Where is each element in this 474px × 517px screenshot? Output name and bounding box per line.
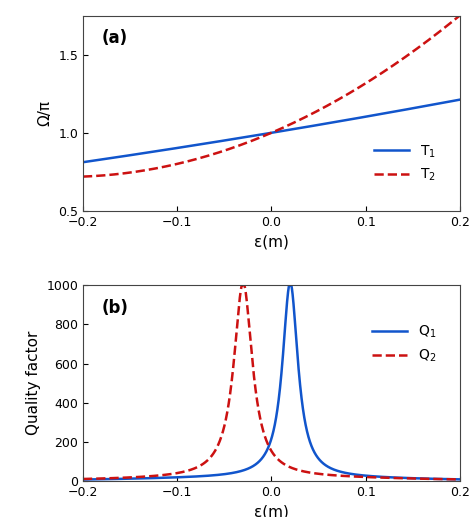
Y-axis label: Quality factor: Quality factor	[26, 331, 41, 435]
Q$_2$	[390, 475, 396, 481]
Text: (b): (b)	[102, 299, 128, 317]
T$_2$	[325, 102, 331, 109]
T$_2$	[457, 12, 463, 19]
Line: Q$_2$: Q$_2$	[83, 285, 460, 479]
Q$_1$	[457, 476, 463, 482]
T$_1$	[457, 97, 463, 103]
Q$_1$	[306, 436, 312, 442]
T$_1$	[390, 109, 396, 115]
T$_2$	[390, 63, 396, 69]
Q$_1$	[325, 464, 331, 470]
Q$_1$	[390, 474, 396, 480]
Q$_2$	[361, 474, 367, 480]
Q$_2$	[80, 476, 86, 482]
T$_2$	[306, 112, 312, 118]
Line: Q$_1$: Q$_1$	[83, 285, 460, 480]
T$_1$	[80, 159, 86, 165]
Q$_2$	[306, 469, 312, 476]
X-axis label: ε(m): ε(m)	[254, 504, 289, 517]
Legend: T$_1$, T$_2$: T$_1$, T$_2$	[369, 138, 441, 188]
Q$_1$	[361, 473, 367, 479]
T$_1$	[224, 137, 230, 143]
T$_1$	[148, 149, 154, 155]
T$_1$	[361, 114, 367, 120]
T$_2$	[148, 166, 154, 172]
Q$_2$	[457, 476, 463, 482]
Line: T$_2$: T$_2$	[83, 16, 460, 177]
T$_1$	[306, 124, 312, 130]
Line: T$_1$: T$_1$	[83, 100, 460, 162]
Q$_1$	[224, 471, 230, 477]
T$_2$	[80, 174, 86, 180]
Q$_1$	[286, 282, 292, 288]
T$_2$	[224, 147, 230, 153]
Q$_1$	[148, 475, 154, 481]
X-axis label: ε(m): ε(m)	[254, 234, 289, 249]
Q$_2$	[224, 411, 230, 417]
T$_2$	[361, 81, 367, 87]
Text: (a): (a)	[102, 29, 128, 47]
T$_1$	[325, 120, 331, 126]
Q$_1$	[80, 477, 86, 483]
Legend: Q$_1$, Q$_2$: Q$_1$, Q$_2$	[366, 318, 441, 369]
Q$_2$	[239, 282, 245, 288]
Y-axis label: Ω/π: Ω/π	[37, 100, 53, 126]
Q$_2$	[325, 472, 331, 478]
Q$_2$	[148, 473, 154, 479]
